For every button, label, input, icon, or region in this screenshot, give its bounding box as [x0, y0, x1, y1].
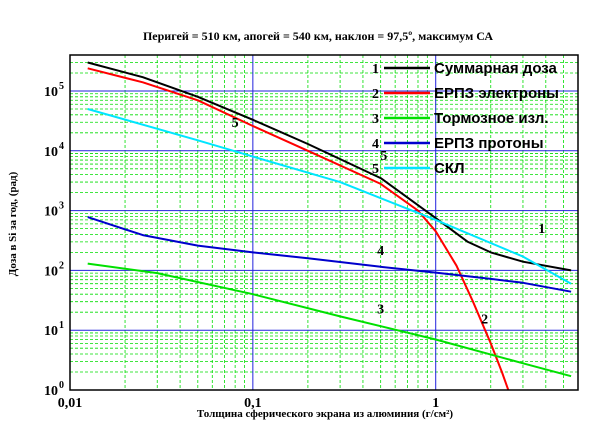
x-axis-label: Толщина сферического экрана из алюминия … — [197, 408, 453, 420]
y-tick-label: 10 — [44, 264, 58, 279]
curve-annotation: 2 — [481, 312, 488, 327]
legend-label: Тормозное изл. — [434, 110, 549, 127]
curve-annotation: 1 — [538, 222, 545, 237]
curve-annotation: 4 — [377, 244, 384, 259]
x-tick-label: 0,1 — [244, 396, 262, 411]
legend-number: 1 — [372, 62, 379, 77]
series-line-1 — [87, 61, 572, 272]
series-line-2 — [87, 67, 510, 390]
series-line-4 — [87, 216, 572, 293]
y-tick-label: 10 — [44, 85, 58, 100]
chart-title: Перигей = 510 км, апогей = 540 км, накло… — [143, 29, 493, 43]
y-axis-label: Доза в Si за год, (рад) — [7, 171, 19, 276]
curve-annotation: 5 — [380, 149, 387, 164]
legend-number: 3 — [372, 112, 379, 127]
legend-label: СКЛ — [434, 160, 465, 177]
y-tick-label: 10 — [44, 145, 58, 160]
series-layer — [87, 61, 572, 390]
plot-frame — [69, 54, 579, 391]
legend: 1 Суммарная доза 2 ЕРПЗ электроны 3 Тормозное… — [372, 60, 559, 177]
curve-annotation: 3 — [377, 303, 384, 318]
legend-label: Суммарная доза — [434, 60, 558, 77]
legend-number: 4 — [372, 137, 379, 152]
curve-annotation: 5 — [232, 116, 239, 131]
series-line-5 — [87, 108, 572, 285]
legend-label: ЕРПЗ электроны — [434, 85, 559, 102]
y-tick-label: 10 — [44, 384, 58, 399]
y-tick-exponent: 3 — [59, 201, 64, 212]
x-tick-label: 0,01 — [58, 396, 83, 411]
y-tick-exponent: 2 — [59, 260, 64, 271]
legend-number: 2 — [372, 87, 379, 102]
grid-minor — [70, 54, 579, 390]
y-tick-exponent: 1 — [59, 320, 64, 331]
y-tick-label: 10 — [44, 324, 58, 339]
y-tick-exponent: 0 — [59, 380, 64, 391]
y-tick-exponent: 5 — [59, 81, 64, 92]
y-tick-exponent: 4 — [59, 141, 64, 152]
legend-label: ЕРПЗ протоны — [434, 135, 544, 152]
x-tick-label: 1 — [432, 396, 439, 411]
series-line-3 — [87, 262, 572, 378]
legend-number: 5 — [372, 162, 379, 177]
y-tick-label: 10 — [44, 205, 58, 220]
x-tick-labels: 0,01 0,1 1 — [58, 396, 439, 411]
